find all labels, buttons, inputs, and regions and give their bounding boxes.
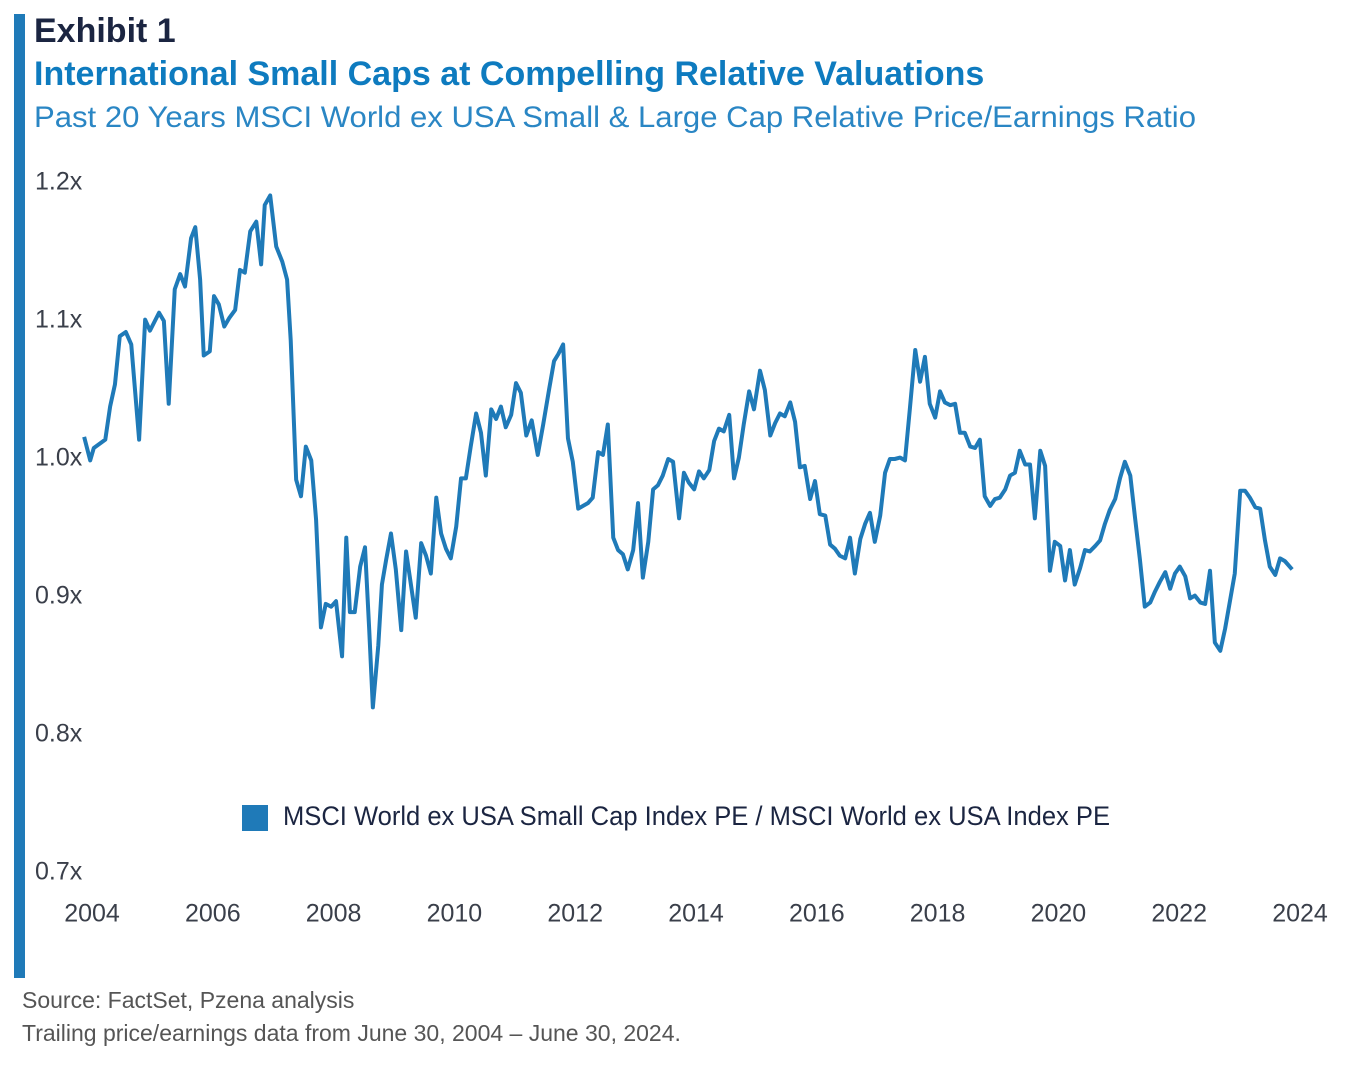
legend-swatch xyxy=(242,805,268,831)
footnote: Trailing price/earnings data from June 3… xyxy=(22,1020,681,1046)
x-tick-label: 2024 xyxy=(1272,900,1328,928)
source-note: Source: FactSet, Pzena analysis xyxy=(22,987,354,1013)
exhibit-label: Exhibit 1 xyxy=(34,12,176,50)
x-tick-label: 2014 xyxy=(668,900,724,928)
y-tick-label: 1.1x xyxy=(35,306,83,334)
chart-subtitle: Past 20 Years MSCI World ex USA Small & … xyxy=(34,101,1196,134)
x-tick-label: 2022 xyxy=(1151,900,1207,928)
chart-title: International Small Caps at Compelling R… xyxy=(34,55,984,93)
x-tick-label: 2012 xyxy=(547,900,603,928)
y-tick-label: 1.0x xyxy=(35,444,83,472)
accent-bar xyxy=(14,14,25,978)
x-tick-label: 2004 xyxy=(64,900,120,928)
x-tick-label: 2006 xyxy=(185,900,241,928)
series-line xyxy=(82,193,1294,710)
y-tick-label: 0.7x xyxy=(35,858,83,886)
x-tick-label: 2016 xyxy=(789,900,845,928)
y-tick-label: 0.8x xyxy=(35,720,83,748)
y-tick-label: 0.9x xyxy=(35,582,83,610)
x-tick-label: 2010 xyxy=(427,900,483,928)
x-tick-label: 2018 xyxy=(910,900,966,928)
legend-label: MSCI World ex USA Small Cap Index PE / M… xyxy=(283,801,1110,831)
x-tick-label: 2008 xyxy=(306,900,362,928)
x-tick-label: 2020 xyxy=(1031,900,1087,928)
y-tick-label: 1.2x xyxy=(35,168,83,196)
